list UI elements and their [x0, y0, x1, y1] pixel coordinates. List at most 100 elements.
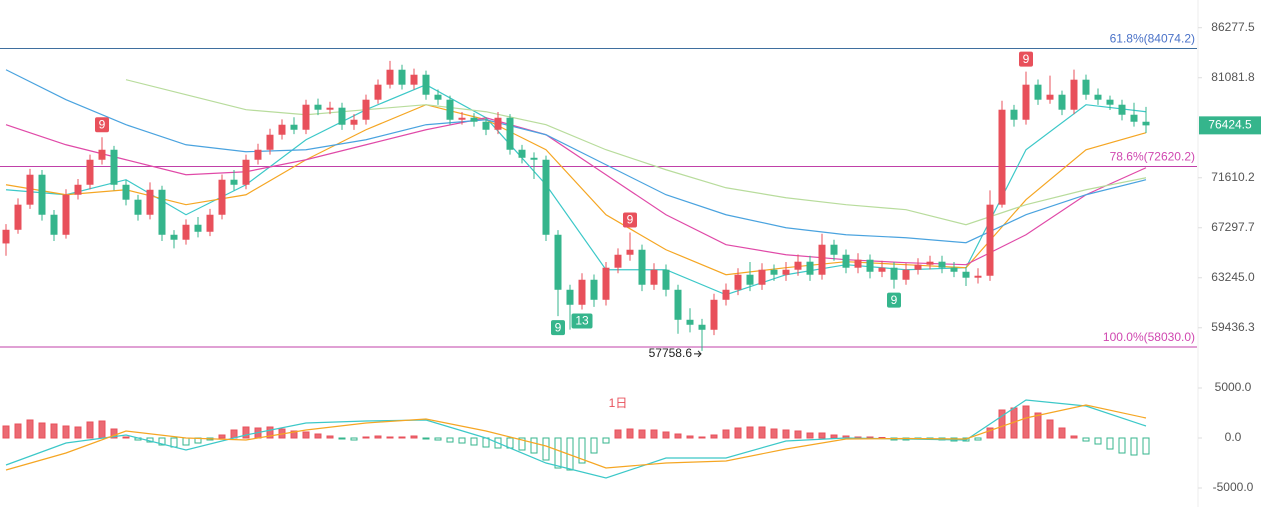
- candle-body: [494, 117, 502, 130]
- candle-body: [986, 204, 994, 276]
- y-tick-label: 0.0: [1225, 430, 1242, 444]
- candle-body: [962, 271, 970, 278]
- macd-bar: [446, 437, 454, 443]
- candle-body: [482, 121, 490, 130]
- td-marker: [887, 292, 901, 308]
- macd-bar: [14, 423, 22, 439]
- macd-bar: [794, 430, 802, 439]
- macd-bar: [266, 426, 274, 439]
- macd-bar: [86, 421, 94, 439]
- candle-body: [710, 299, 718, 330]
- candle-body: [134, 199, 142, 215]
- candle-body: [938, 261, 946, 268]
- candle-body: [794, 261, 802, 270]
- macd-bar: [1034, 412, 1042, 439]
- candle-body: [506, 117, 514, 150]
- macd-bar: [626, 428, 634, 439]
- line-series: [5, 117, 1147, 266]
- candle-body: [218, 179, 226, 215]
- candle-body: [38, 174, 46, 215]
- macd-bar: [770, 428, 778, 439]
- candle-body: [638, 249, 646, 285]
- y-tick-label: 5000.0: [1215, 380, 1252, 394]
- candle-body: [686, 319, 694, 325]
- td-marker-label: 9: [891, 293, 898, 307]
- macd-bar: [422, 437, 430, 440]
- level-label: 100.0%(58030.0): [1103, 330, 1195, 344]
- macd-bar: [1070, 435, 1078, 439]
- candle-body: [1022, 84, 1030, 120]
- macd-bar: [1094, 437, 1102, 445]
- candle-body: [410, 74, 418, 85]
- candle-body: [1082, 79, 1090, 95]
- macd-bar: [722, 429, 730, 439]
- macd-bar: [734, 427, 742, 439]
- candle-body: [1070, 79, 1078, 110]
- macd-bar: [98, 420, 106, 439]
- macd-bar: [1142, 437, 1150, 455]
- candle-body: [854, 259, 862, 268]
- candle-body: [470, 117, 478, 122]
- candle-body: [746, 274, 754, 285]
- candle-body: [770, 269, 778, 275]
- y-tick-label: 67297.7: [1211, 220, 1255, 234]
- macd-bar: [974, 437, 982, 441]
- td-marker: [623, 212, 637, 228]
- candle-body: [1130, 114, 1138, 122]
- candle-body: [1106, 99, 1114, 105]
- macd-bar: [434, 437, 442, 441]
- candle-body: [542, 159, 550, 235]
- y-tick-label: 81081.8: [1211, 70, 1255, 84]
- macd-bar: [182, 437, 190, 446]
- macd-bar: [638, 429, 646, 439]
- macd-bar: [590, 437, 598, 454]
- macd-bar: [986, 427, 994, 439]
- candle-body: [866, 259, 874, 272]
- candle-body: [386, 69, 394, 85]
- td-marker: [551, 320, 565, 336]
- td-marker: [1019, 51, 1033, 67]
- low-arrow: [694, 350, 702, 358]
- candle-body: [518, 149, 526, 158]
- price-tag: [1199, 116, 1261, 135]
- macd-bar: [362, 436, 370, 439]
- candle-body: [230, 179, 238, 185]
- td-marker-label: 9: [99, 117, 106, 131]
- y-tick-label: 86277.5: [1211, 20, 1255, 34]
- candle-body: [182, 224, 190, 240]
- macd-bar: [998, 409, 1006, 439]
- macd-bar: [398, 436, 406, 439]
- macd-bar: [2, 425, 10, 439]
- candle-body: [458, 117, 466, 120]
- macd-bar: [386, 436, 394, 439]
- candle-body: [50, 214, 58, 235]
- macd-bar: [1106, 437, 1114, 450]
- candle-body: [554, 234, 562, 290]
- candle-body: [278, 124, 286, 135]
- macd-bar: [542, 437, 550, 461]
- candle-body: [530, 157, 538, 160]
- macd-bar: [830, 434, 838, 439]
- candle-body: [926, 261, 934, 265]
- level-label: 61.8%(84074.2): [1110, 32, 1195, 46]
- candle-body: [998, 109, 1006, 205]
- candle-body: [1142, 121, 1150, 126]
- candle-body: [266, 134, 274, 150]
- macd-bar: [818, 432, 826, 439]
- macd-bar: [518, 437, 526, 451]
- td-marker-label: 9: [555, 320, 562, 334]
- candle-body: [842, 254, 850, 268]
- candle-body: [1094, 94, 1102, 100]
- candle-body: [1034, 84, 1042, 100]
- candle-body: [614, 254, 622, 268]
- candle-body: [422, 74, 430, 95]
- candle-body: [314, 104, 322, 110]
- candle-body: [338, 107, 346, 125]
- candle-body: [902, 269, 910, 280]
- candle-body: [326, 107, 334, 110]
- macd-bar: [158, 437, 166, 446]
- macd-bar: [602, 437, 610, 444]
- candle-body: [110, 149, 118, 185]
- macd-bar: [614, 429, 622, 439]
- candle-body: [662, 269, 670, 290]
